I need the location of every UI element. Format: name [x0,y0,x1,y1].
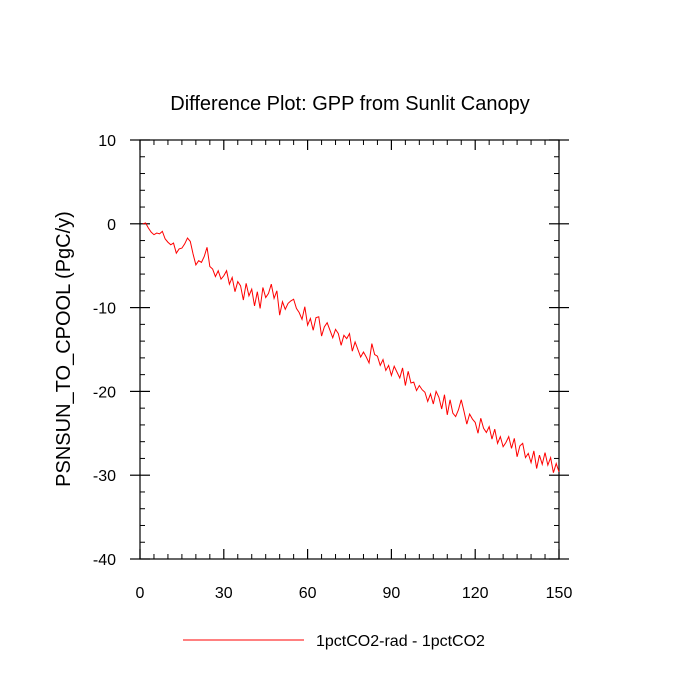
y-axis-label: PSNSUN_TO_CPOOL (PgC/y) [53,211,75,487]
x-tick-label: 90 [383,585,401,602]
y-tick-label: -30 [93,468,116,485]
x-tick-label: 120 [462,585,489,602]
minor-ticks [140,140,559,559]
series-line [142,222,560,473]
y-tick-label: 10 [98,133,116,150]
tick-labels: 0 30 60 90 120 150 10 0 -10 -20 -30 -40 [93,133,573,602]
x-tick-label: 30 [215,585,233,602]
chart-title: Difference Plot: GPP from Sunlit Canopy [170,93,529,115]
legend-label: 1pctCO2-rad - 1pctCO2 [316,633,485,650]
plot-frame [139,139,560,560]
y-tick-label: 0 [107,217,116,234]
y-tick-label: -20 [93,384,116,401]
x-tick-label: 150 [546,585,573,602]
y-tick-label: -40 [93,552,116,569]
x-tick-label: 0 [136,585,145,602]
y-tick-label: -10 [93,301,116,318]
legend: 1pctCO2-rad - 1pctCO2 [183,633,485,650]
x-tick-label: 60 [299,585,317,602]
